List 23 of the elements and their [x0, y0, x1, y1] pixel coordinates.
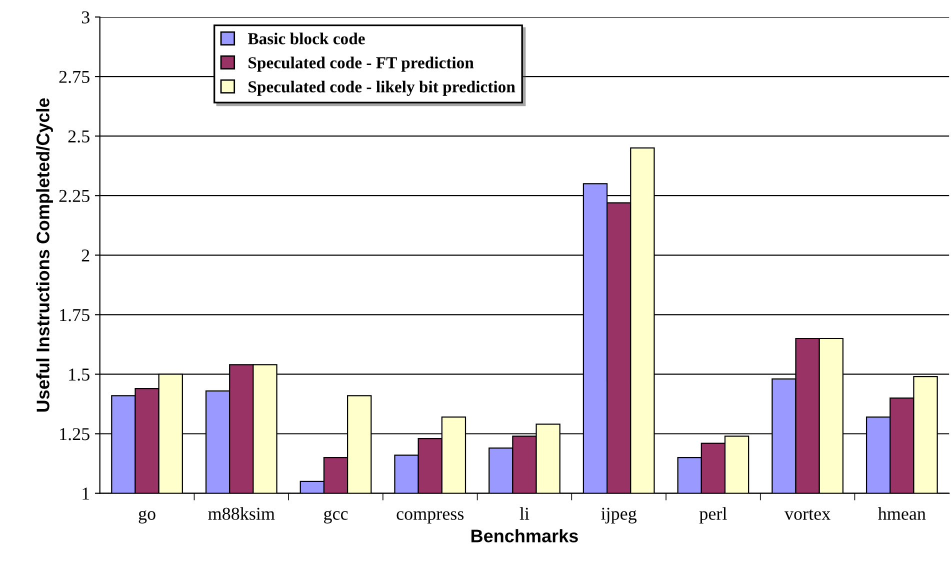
x-tick-label: gcc: [324, 510, 348, 524]
legend-label: Basic block code: [248, 32, 365, 44]
y-tick-label: 3: [82, 11, 90, 24]
y-tick-label: 1.25: [60, 428, 90, 440]
x-axis-title: Benchmarks: [471, 529, 578, 542]
x-tick-label: m88ksim: [208, 507, 275, 520]
y-tick-label: 1.5: [69, 368, 90, 381]
x-tick-label: compress: [396, 511, 464, 524]
x-tick-label: hmean: [878, 507, 926, 520]
x-tick-label: ijpeg: [601, 508, 637, 524]
legend-label: Speculated code - likely bit prediction: [248, 80, 516, 96]
y-tick-label: 2.25: [59, 190, 90, 202]
x-tick-label: go: [138, 510, 156, 524]
x-tick-label: perl: [699, 507, 727, 524]
legend-label: Speculated code - FT prediction: [248, 56, 474, 72]
y-tick-label: 2: [82, 249, 90, 262]
x-tick-label: vortex: [784, 510, 830, 520]
y-tick-label: 2.5: [68, 130, 90, 143]
y-tick-label: 1.75: [60, 309, 90, 322]
y-tick-label: 2.75: [59, 70, 90, 84]
y-axis-title: Useful Instructions Completed/Cycle: [36, 98, 53, 412]
y-tick-label: 1: [82, 488, 90, 500]
x-tick-label: li: [520, 507, 530, 520]
